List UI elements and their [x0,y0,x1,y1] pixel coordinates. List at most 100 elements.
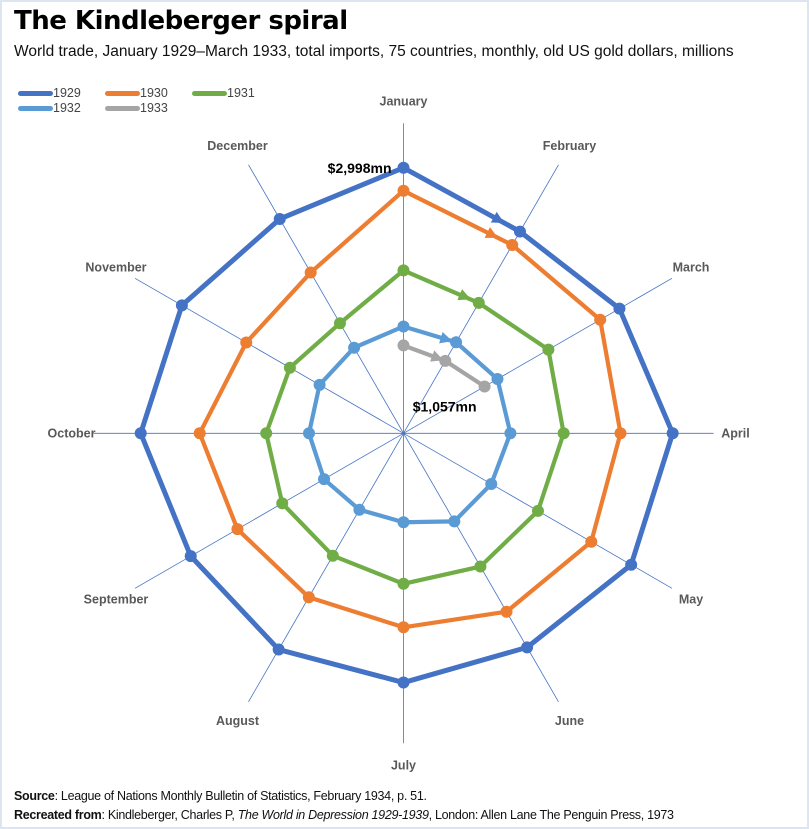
data-point-1930-june [500,605,513,618]
data-point-1933-january [397,339,410,352]
legend-swatch [192,90,227,96]
legend-swatch [18,105,53,111]
legend-label: 1929 [53,86,81,100]
direction-arrow-1929 [490,211,505,223]
legend-item-1930: 1930 [105,86,168,100]
source-note: Source: League of Nations Monthly Bullet… [14,789,427,803]
data-point-1932-september [318,473,331,486]
data-point-1929-june [521,641,534,654]
axis-line-september [134,432,404,589]
data-point-1932-august [353,503,366,516]
recreated-label: Recreated from [14,808,102,822]
data-point-1930-november [240,336,253,349]
data-point-1931-september [276,497,289,510]
data-point-1929-april [666,427,679,440]
legend-item-1932: 1932 [18,101,81,115]
series-line-1929 [138,165,676,686]
recreated-text: : Kindleberger, Charles P, [101,808,238,822]
data-point-1931-may [531,504,544,517]
data-point-1932-february [450,336,463,349]
data-point-1930-april [614,427,627,440]
recreated-note: Recreated from: Kindleberger, Charles P,… [14,808,674,822]
data-point-1931-november [283,361,296,374]
data-point-1929-february [513,225,526,238]
data-point-1931-january [397,264,410,277]
data-point-1930-may [585,535,598,548]
legend-label: 1932 [53,101,81,115]
data-point-1932-january [397,320,410,333]
data-point-1932-november [313,378,326,391]
axis-label-january: January [380,94,428,108]
data-point-1931-february [472,296,485,309]
data-point-1932-may [485,477,498,490]
data-point-1930-march [594,313,607,326]
direction-arrow-1932 [439,331,453,344]
axis-label-august: August [216,714,260,728]
source-text: : League of Nations Monthly Bulletin of … [54,789,427,803]
data-point-1929-september [184,550,197,563]
data-point-1930-december [304,266,317,279]
legend-label: 1930 [140,86,168,100]
data-point-1929-march [613,302,626,315]
data-point-1929-december [273,212,286,225]
legend-item-1931: 1931 [192,86,255,100]
data-point-1931-december [333,317,346,330]
data-label: $1,057mn [413,398,477,414]
data-point-1929-july [397,676,410,689]
axis-line-march [403,277,673,434]
source-label: Source [14,789,55,803]
data-point-1929-october [134,427,147,440]
direction-arrow-1931 [457,289,471,301]
data-point-1933-february [439,354,452,367]
data-point-1932-december [348,341,361,354]
axis-label-october: October [48,426,96,440]
data-point-1930-february [506,238,519,251]
axis-label-june: June [555,714,584,728]
data-point-1930-january [397,184,410,197]
data-point-1929-august [272,643,285,656]
recreated-text-2: , London: Allen Lane The Penguin Press, … [428,808,674,822]
data-point-1929-january [397,161,410,174]
legend-swatch [105,90,140,96]
axis-label-july: July [391,758,416,772]
data-point-1929-november [175,299,188,312]
chart-subtitle: World trade, January 1929–March 1933, to… [14,43,734,60]
data-point-1932-october [302,427,315,440]
axis-label-september: September [84,592,149,606]
data-point-1929-may [625,558,638,571]
legend-item-1933: 1933 [105,101,168,115]
chart-title: The Kindleberger spiral [14,6,348,36]
data-point-1931-april [557,427,570,440]
data-point-1932-april [504,427,517,440]
data-point-1931-june [474,560,487,573]
legend-label: 1933 [140,101,168,115]
data-point-1931-october [260,427,273,440]
data-point-1932-june [448,515,461,528]
axis-line-december [248,164,404,434]
legend-item-1929: 1929 [18,86,81,100]
data-label: $2,998mn [328,160,392,176]
axis-label-february: February [543,139,597,153]
axis-line-august [248,433,404,702]
legend-swatch [105,105,140,111]
data-point-1933-march [478,380,491,393]
axis-label-december: December [207,139,268,153]
data-point-1930-august [302,591,315,604]
legend-label: 1931 [227,86,255,100]
legend-swatch [18,90,53,96]
axis-label-may: May [679,592,703,606]
data-point-1930-september [231,523,244,536]
data-point-1932-july [397,516,410,529]
data-point-1930-october [193,427,206,440]
series-line-1932 [306,324,513,525]
axis-label-march: March [673,260,710,274]
book-title: The World in Depression 1929-1939 [237,808,429,822]
data-point-1931-august [326,549,339,562]
data-point-1931-march [542,343,555,356]
data-point-1931-july [397,577,410,590]
axis-label-april: April [721,426,749,440]
axis-label-november: November [85,260,146,274]
data-point-1930-july [397,621,410,634]
